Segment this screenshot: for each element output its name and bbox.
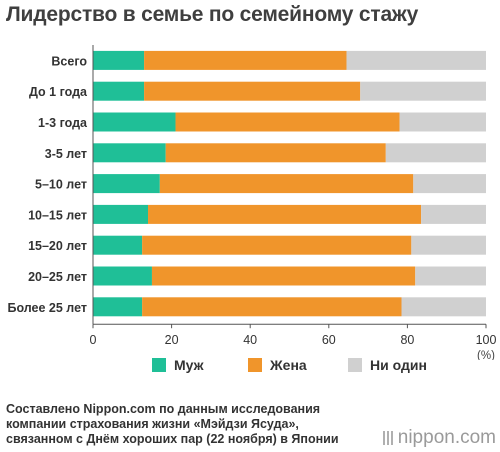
bar-6-series-2: [411, 235, 486, 255]
brand-logo[interactable]: nippon.com: [382, 427, 496, 449]
source-line-2: компании страхования жизни «Мэйдзи Ясуда…: [6, 417, 299, 431]
source-note: Составлено Nippon.com по данным исследов…: [6, 402, 339, 447]
bar-8-series-1: [142, 297, 402, 317]
x-unit-label: (%): [477, 350, 495, 360]
x-tick-label: 0: [90, 333, 97, 347]
category-label: 1-3 года: [38, 116, 88, 130]
category-label: Более 25 лет: [7, 301, 87, 315]
legend-swatch-neither: [348, 358, 362, 372]
bar-7-series-1: [151, 266, 416, 286]
legend-label-neither: Ни один: [370, 357, 427, 373]
bar-2-series-0: [93, 112, 176, 132]
chart-title: Лидерство в семье по семейному стажу: [6, 3, 419, 26]
x-tick-label: 80: [400, 333, 414, 347]
bar-5-series-2: [421, 204, 486, 224]
legend-item-husband: Муж: [152, 357, 204, 373]
bar-4-series-2: [413, 174, 486, 194]
legend-item-neither: Ни один: [348, 357, 427, 373]
bar-0-series-2: [346, 50, 486, 70]
bar-3-series-0: [93, 143, 166, 163]
category-label: 20–25 лет: [28, 270, 87, 284]
x-tick-label: 100: [476, 333, 497, 347]
bar-0-series-0: [93, 50, 145, 70]
bar-8-series-2: [401, 297, 486, 317]
bar-7-series-0: [93, 266, 152, 286]
legend-label-wife: Жена: [270, 357, 307, 373]
nippon-logo-icon: [382, 430, 394, 446]
legend-item-wife: Жена: [248, 357, 307, 373]
bar-1-series-2: [360, 81, 486, 101]
category-label: 5–10 лет: [35, 178, 87, 192]
source-line-3: связанном с Днём хороших пар (22 ноября)…: [6, 432, 339, 446]
bar-3-series-2: [385, 143, 486, 163]
category-label: 10–15 лет: [28, 208, 87, 222]
legend-swatch-wife: [248, 358, 262, 372]
bar-6-series-0: [93, 235, 143, 255]
bar-2-series-2: [399, 112, 486, 132]
bar-1-series-1: [144, 81, 361, 101]
x-tick-label: 20: [165, 333, 179, 347]
legend-label-husband: Муж: [174, 357, 204, 373]
bar-4-series-0: [93, 174, 160, 194]
x-tick-label: 60: [322, 333, 336, 347]
source-line-1: Составлено Nippon.com по данным исследов…: [6, 402, 321, 416]
bar-7-series-2: [415, 266, 486, 286]
category-label: 15–20 лет: [28, 239, 87, 253]
bar-4-series-1: [159, 174, 414, 194]
category-label: 3-5 лет: [45, 147, 87, 161]
bar-5-series-0: [93, 204, 149, 224]
bar-8-series-0: [93, 297, 143, 317]
brand-text: nippon.com: [397, 427, 496, 448]
category-label: До 1 года: [29, 85, 88, 99]
legend-swatch-husband: [152, 358, 166, 372]
bar-2-series-1: [175, 112, 400, 132]
bar-6-series-1: [142, 235, 412, 255]
category-label: Всего: [51, 54, 87, 68]
bar-0-series-1: [144, 50, 347, 70]
legend: Муж Жена Ни один: [0, 357, 500, 379]
bar-3-series-1: [165, 143, 386, 163]
bar-5-series-1: [148, 204, 422, 224]
stacked-bar-chart: Всего До 1 года 1-3 года 3-5 лет 5–10 лет 10–…: [7, 45, 497, 360]
bar-1-series-0: [93, 81, 145, 101]
x-tick-label: 40: [243, 333, 257, 347]
